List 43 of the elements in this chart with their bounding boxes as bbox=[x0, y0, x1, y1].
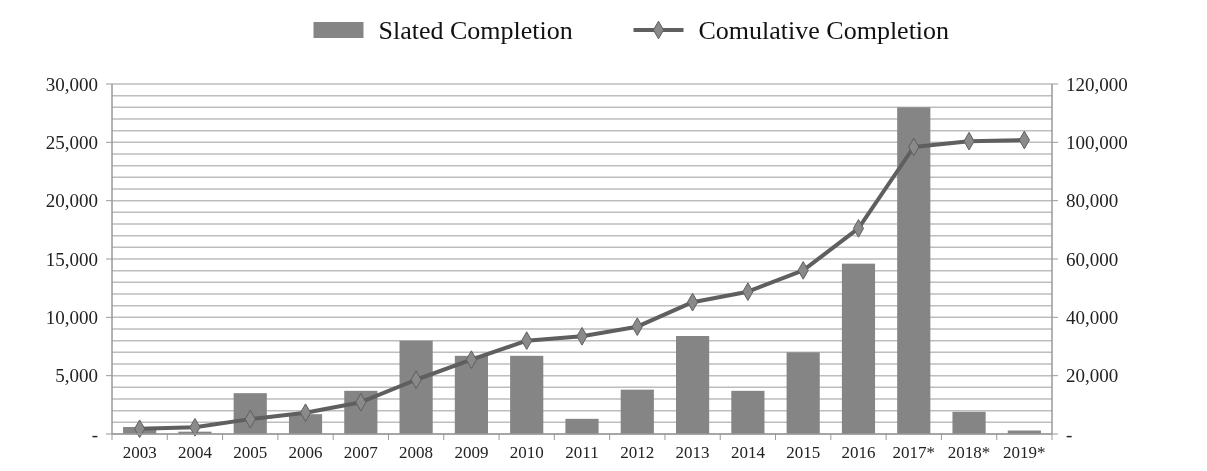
bar bbox=[841, 263, 876, 434]
x-tick-label: 2008 bbox=[399, 443, 434, 462]
y2-tick-label: 60,000 bbox=[1066, 248, 1119, 270]
x-tick-label: 2011 bbox=[565, 443, 599, 462]
y2-tick-label: 100,000 bbox=[1066, 131, 1128, 153]
x-tick-label: 2006 bbox=[288, 443, 323, 462]
legend-label: Comulative Completion bbox=[698, 16, 950, 46]
bar bbox=[952, 411, 986, 434]
y-tick-label: 30,000 bbox=[45, 73, 98, 95]
x-tick-label: 2005 bbox=[233, 443, 268, 462]
bar bbox=[676, 336, 710, 434]
x-tick-label: 2018* bbox=[947, 443, 991, 462]
y-tick-label: 15,000 bbox=[45, 248, 98, 270]
y-tick-label: 25,000 bbox=[45, 131, 98, 153]
y-tick-label: 20,000 bbox=[45, 190, 98, 212]
x-tick-label: 2016 bbox=[841, 443, 876, 462]
x-tick-label: 2004 bbox=[177, 443, 213, 462]
legend-label: Slated Completion bbox=[378, 16, 573, 46]
y-tick-label: 10,000 bbox=[45, 306, 98, 328]
x-tick-label: 2009 bbox=[454, 443, 489, 462]
x-tick-label: 2017* bbox=[892, 443, 936, 462]
y2-tick-label: - bbox=[1066, 423, 1073, 445]
x-tick-label: 2014 bbox=[730, 443, 766, 462]
bar bbox=[897, 107, 931, 434]
x-tick-label: 2007 bbox=[343, 443, 379, 462]
bar bbox=[786, 352, 820, 434]
y-tick-label: - bbox=[91, 423, 98, 445]
bar bbox=[510, 355, 544, 434]
y-tick-label: 5,000 bbox=[55, 365, 98, 387]
x-tick-label: 2015 bbox=[786, 443, 821, 462]
x-tick-label: 2019* bbox=[1003, 443, 1046, 462]
bar bbox=[399, 340, 433, 434]
bar bbox=[620, 389, 654, 434]
bar bbox=[731, 390, 765, 434]
y2-tick-label: 120,000 bbox=[1066, 73, 1128, 95]
x-tick-label: 2013 bbox=[675, 443, 710, 462]
y2-tick-label: 80,000 bbox=[1066, 190, 1119, 212]
x-tick-label: 2003 bbox=[122, 443, 157, 462]
x-tick-label: 2010 bbox=[509, 443, 544, 462]
y2-tick-label: 20,000 bbox=[1066, 365, 1119, 387]
x-tick-label: 2012 bbox=[620, 443, 655, 462]
y2-tick-label: 40,000 bbox=[1066, 306, 1119, 328]
bar bbox=[565, 418, 599, 434]
